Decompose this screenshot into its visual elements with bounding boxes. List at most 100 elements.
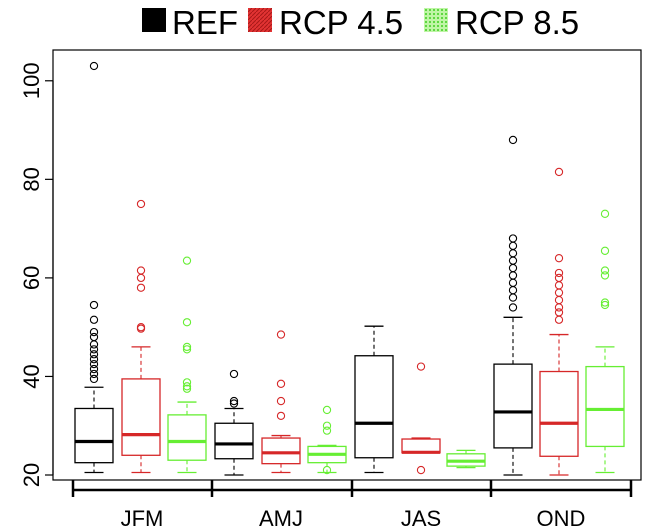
- outlier-point: [554, 295, 564, 305]
- legend-swatch-rcp85: [424, 8, 448, 32]
- outlier-point: [508, 135, 518, 145]
- box-amj-rcp45: [261, 330, 301, 474]
- outlier-point: [508, 303, 518, 312]
- box-jfm-rcp85: [167, 256, 207, 474]
- outlier-point: [89, 364, 99, 374]
- outlier-point: [600, 298, 610, 307]
- outlier-point: [322, 426, 332, 435]
- box-iqr: [167, 414, 207, 461]
- box-ond-rcp45: [539, 167, 579, 476]
- outlier-point: [136, 266, 146, 275]
- outlier-point: [416, 362, 426, 371]
- outlier-point: [89, 374, 99, 384]
- outlier-point: [554, 288, 564, 297]
- outlier-point: [508, 293, 518, 302]
- box-iqr: [74, 407, 114, 464]
- outlier-point: [554, 303, 564, 312]
- box-iqr: [585, 365, 625, 448]
- outlier-point: [182, 378, 192, 387]
- outlier-point: [600, 246, 610, 255]
- outlier-point: [508, 234, 518, 243]
- box-amj-ref: [214, 369, 254, 476]
- outlier-point: [89, 345, 99, 354]
- outlier-point: [89, 340, 99, 349]
- outlier-point: [182, 256, 192, 265]
- legend-item-rcp85: RCP 8.5: [424, 4, 579, 41]
- legend-swatch-rcp45: [248, 8, 272, 32]
- y-tick-label: 100: [19, 62, 44, 99]
- outlier-point: [508, 278, 518, 287]
- outlier-point: [554, 254, 564, 263]
- outlier-point: [508, 249, 518, 258]
- outlier-point: [89, 61, 99, 71]
- outlier-point: [554, 167, 564, 177]
- box-ond-ref: [493, 135, 533, 476]
- x-tick-label: JFM: [121, 506, 164, 530]
- box-iqr: [539, 370, 579, 457]
- outlier-point: [322, 421, 332, 430]
- legend: REF RCP 4.5 RCP 8.5: [142, 4, 579, 41]
- x-axis: JFM AMJ JAS OND: [71, 480, 633, 530]
- outlier-point: [182, 382, 192, 391]
- y-tick-label: 60: [19, 266, 44, 290]
- box-jas-ref: [354, 325, 394, 474]
- box-iqr: [493, 363, 533, 449]
- outlier-point: [136, 273, 146, 283]
- outlier-point: [276, 396, 286, 406]
- outlier-point: [89, 332, 99, 342]
- outlier-point: [182, 345, 192, 354]
- box-ond-rcp85: [585, 209, 625, 474]
- legend-item-rcp45: RCP 4.5: [248, 4, 403, 41]
- outlier-point: [600, 300, 610, 310]
- outlier-point: [554, 308, 564, 317]
- box-jas-rcp45: [401, 362, 441, 475]
- outlier-point: [229, 396, 239, 406]
- outlier-point: [136, 324, 146, 333]
- outlier-point: [508, 271, 518, 280]
- outlier-point: [508, 263, 518, 273]
- outlier-point: [229, 399, 239, 408]
- x-tick-label: AMJ: [259, 506, 303, 530]
- outlier-point: [89, 300, 99, 310]
- outlier-point: [89, 359, 99, 369]
- outlier-point: [89, 327, 99, 337]
- outlier-point: [89, 350, 99, 359]
- y-tick-label: 40: [19, 364, 44, 388]
- outlier-point: [508, 256, 518, 265]
- x-tick-label: JAS: [401, 506, 441, 530]
- outlier-point: [136, 199, 146, 209]
- outlier-point: [508, 286, 518, 295]
- y-axis: 20 40 60 80 100: [19, 62, 54, 487]
- box-iqr: [214, 422, 254, 460]
- outlier-point: [276, 411, 286, 421]
- box-jas-rcp85: [446, 449, 486, 469]
- outlier-point: [416, 465, 426, 475]
- box-iqr: [121, 378, 161, 456]
- outlier-point: [554, 273, 564, 283]
- outlier-point: [554, 315, 564, 324]
- outlier-point: [600, 209, 610, 218]
- box-jfm-ref: [74, 61, 114, 474]
- box-amj-rcp85: [307, 405, 347, 475]
- x-tick-label: OND: [537, 506, 586, 530]
- box-iqr: [261, 437, 301, 465]
- boxes-layer: [74, 61, 625, 476]
- outlier-point: [276, 379, 286, 388]
- outlier-point: [322, 405, 332, 415]
- y-tick-label: 20: [19, 463, 44, 487]
- outlier-point: [554, 268, 564, 278]
- outlier-point: [136, 283, 146, 292]
- outlier-point: [182, 342, 192, 352]
- legend-item-ref: REF: [142, 4, 238, 41]
- box-iqr: [354, 355, 394, 459]
- outlier-point: [508, 241, 518, 251]
- outlier-point: [182, 318, 192, 327]
- legend-label-ref: REF: [172, 4, 238, 41]
- outlier-point: [229, 369, 239, 379]
- outlier-point: [322, 465, 332, 475]
- outlier-point: [89, 315, 99, 324]
- legend-label-rcp85: RCP 8.5: [455, 4, 579, 41]
- legend-swatch-ref: [142, 8, 166, 32]
- outlier-point: [89, 355, 99, 364]
